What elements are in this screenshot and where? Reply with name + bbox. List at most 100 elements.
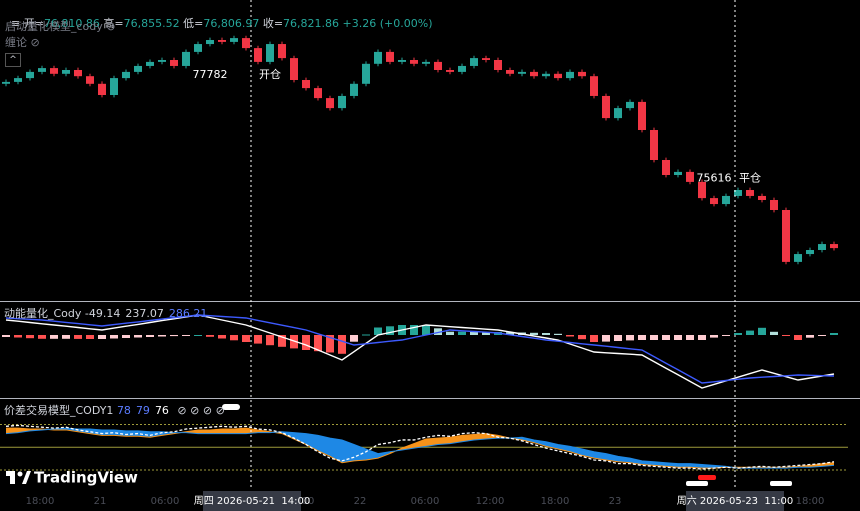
visibility-icon[interactable]: ⊘ xyxy=(27,36,40,49)
candle-body xyxy=(350,83,358,96)
histogram-bar xyxy=(14,335,22,338)
annotation: 平仓 xyxy=(739,170,761,184)
band-fill xyxy=(438,437,450,445)
candle-body xyxy=(446,70,454,72)
histogram-bar xyxy=(230,335,238,341)
candle-body xyxy=(158,60,166,62)
histogram-bar xyxy=(614,335,622,341)
histogram-bar xyxy=(26,335,34,339)
histogram-bar xyxy=(50,335,58,339)
candle-body xyxy=(290,58,298,80)
candle-body xyxy=(542,73,550,77)
histogram-bar xyxy=(458,331,466,335)
logo-shape xyxy=(10,471,15,484)
candle-body xyxy=(338,95,346,109)
histogram-bar xyxy=(794,335,802,340)
histogram-bar xyxy=(242,335,250,342)
band-fill xyxy=(138,430,150,438)
candle-body xyxy=(566,71,574,79)
histogram-bar xyxy=(782,335,790,336)
band-fill xyxy=(342,439,354,463)
candle-body xyxy=(230,38,238,42)
histogram-bar xyxy=(38,335,46,339)
candle-body xyxy=(386,51,394,62)
histogram-bar xyxy=(566,335,574,337)
histogram-bar xyxy=(182,335,190,336)
ohlc-label: 低= xyxy=(183,17,204,30)
indicator-name[interactable]: 动能量化_Cody xyxy=(4,307,82,320)
crosshair-date-box xyxy=(686,491,784,511)
candle-body xyxy=(830,244,838,249)
histogram-bar xyxy=(506,332,514,335)
histogram-bar xyxy=(734,333,742,335)
readout: 79 xyxy=(135,404,150,417)
band-fill xyxy=(330,438,342,463)
candle-body xyxy=(674,171,682,175)
histogram-bar xyxy=(338,335,346,354)
logo-shape xyxy=(17,471,23,477)
logo-text: TradingView xyxy=(34,469,138,487)
x-tick-label: 18:00 xyxy=(26,496,55,507)
histogram-bar xyxy=(710,335,718,338)
histogram-bar xyxy=(86,335,94,339)
candle-body xyxy=(650,130,658,160)
histogram-bar xyxy=(254,335,262,344)
histogram-bar xyxy=(818,335,826,336)
band-fill xyxy=(306,433,318,451)
band-fill xyxy=(678,463,690,468)
band-fill xyxy=(198,429,210,434)
histogram-bar xyxy=(662,335,670,340)
candle-body xyxy=(326,98,334,109)
candle-body xyxy=(122,71,130,79)
candle-body xyxy=(506,70,514,74)
readouts: 78 79 76 xyxy=(117,404,174,417)
collapse-button[interactable]: ^ xyxy=(5,53,21,67)
menu-icon[interactable]: ≡ xyxy=(11,17,24,30)
band-fill xyxy=(354,444,366,461)
change: +3.26 (+0.00%) xyxy=(342,17,433,30)
histogram-bar xyxy=(206,335,214,337)
candle-body xyxy=(698,181,706,199)
x-tick-label: 18:00 xyxy=(541,496,570,507)
readout: -49.14 xyxy=(84,307,121,320)
candle-body xyxy=(278,44,286,59)
indicator-line xyxy=(6,427,835,469)
band-fill xyxy=(246,428,258,434)
candle-body xyxy=(554,73,562,79)
settings-icons[interactable]: ⊘ ⊘ ⊘ ⊘ xyxy=(173,404,225,417)
crosshair-date: 周六 2026-05-23 11:00 xyxy=(677,495,793,507)
readout: 76 xyxy=(154,404,169,417)
candle-body xyxy=(434,61,442,70)
candle-body xyxy=(182,51,190,66)
candle-body xyxy=(758,195,766,200)
indicator-name[interactable]: 缠论 xyxy=(5,36,27,49)
histogram-bar xyxy=(62,335,70,339)
histogram-bar xyxy=(470,331,478,335)
candle-body xyxy=(254,48,262,62)
candle-body xyxy=(266,44,274,62)
histogram-bar xyxy=(170,335,178,337)
readout: 286.21 xyxy=(168,307,208,320)
annotation: 开仓 xyxy=(259,67,281,81)
histogram-bar xyxy=(266,335,274,346)
candle-body xyxy=(818,244,826,250)
ohlc-value: 76,806.97 xyxy=(203,17,260,30)
macd-legend: 动能量化_Cody -49.14 237.07 286.21 xyxy=(4,307,212,321)
x-tick-label: 06:00 xyxy=(411,496,440,507)
indicator-name[interactable]: 价差交易模型_CODY1 xyxy=(4,404,114,417)
histogram-bar xyxy=(482,332,490,335)
candle-body xyxy=(410,60,418,64)
histogram-bar xyxy=(134,335,142,338)
indicator-line xyxy=(5,314,835,389)
histogram-bar xyxy=(302,335,310,350)
candle-body xyxy=(746,190,754,196)
candle-body xyxy=(134,65,142,72)
candle-body xyxy=(734,190,742,196)
indicator-name[interactable]: 启动量化模型_cody xyxy=(5,20,103,33)
x-tick-label: 22 xyxy=(354,496,367,507)
candle-body xyxy=(398,60,406,62)
candle-body xyxy=(518,71,526,74)
visibility-icon[interactable]: ⊘ xyxy=(102,20,116,33)
readout: 78 xyxy=(116,404,131,417)
